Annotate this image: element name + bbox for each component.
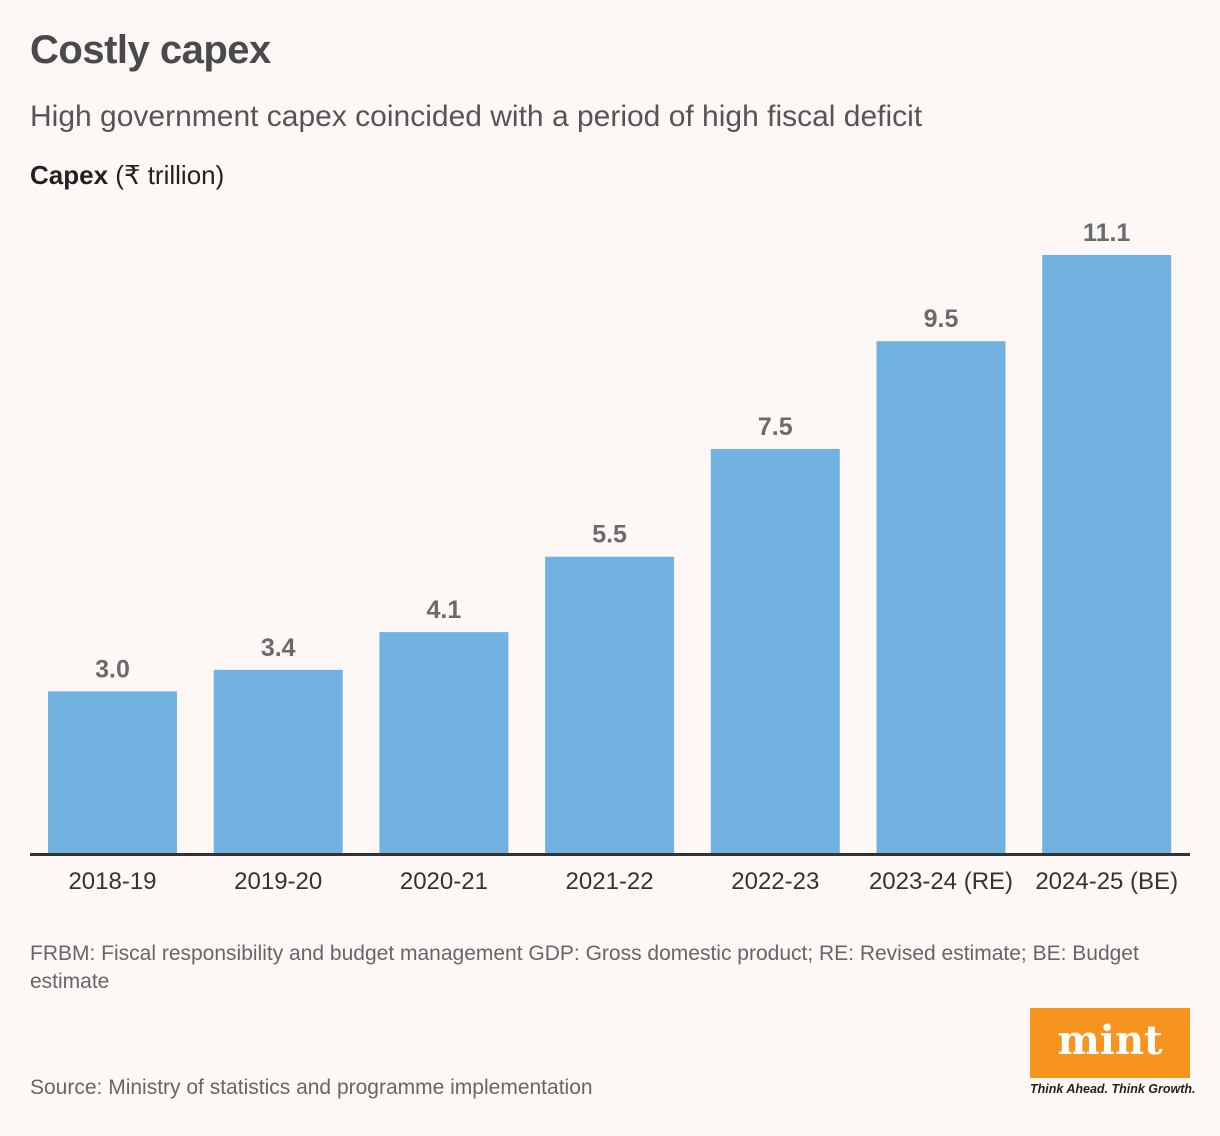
y-axis-label: Capex (₹ trillion) (30, 160, 224, 191)
source-note: Source: Ministry of statistics and progr… (30, 1076, 593, 1099)
bar-2023-24 (RE) (876, 341, 1006, 853)
data-label-2023-24 (RE): 9.5 (924, 305, 959, 333)
bar-2019-20 (213, 669, 343, 853)
y-axis-label-bold: Capex (30, 160, 109, 190)
data-label-2019-20: 3.4 (261, 634, 296, 662)
mint-logo-box: mint (1030, 1008, 1190, 1078)
y-axis-label-unit: (₹ trillion) (115, 160, 225, 190)
x-tick-label-2024-25 (BE): 2024-25 (BE) (1035, 868, 1178, 895)
x-tick-label-2018-19: 2018-19 (68, 868, 156, 895)
data-label-2018-19: 3.0 (95, 655, 130, 683)
x-tick-label-2020-21: 2020-21 (400, 868, 488, 895)
bar-2018-19 (48, 691, 177, 853)
data-label-2022-23: 7.5 (758, 413, 793, 441)
mint-logo-tagline: Think Ahead. Think Growth. (1030, 1082, 1196, 1096)
data-label-2021-22: 5.5 (592, 521, 627, 549)
bar-chart: 3.0 2018-19 3.4 2019-20 4.1 2020-21 5.5 2021-22… (30, 219, 1190, 895)
bar-2021-22 (545, 556, 675, 853)
bar-2022-23 (710, 448, 840, 853)
data-label-2024-25 (BE): 11.1 (1083, 219, 1130, 247)
x-tick-label-2022-23: 2022-23 (731, 868, 819, 895)
x-tick-label-2021-22: 2021-22 (566, 868, 654, 895)
chart-title: Costly capex (30, 28, 271, 72)
bar-2020-21 (379, 632, 509, 853)
footnote: FRBM: Fiscal responsibility and budget m… (30, 942, 1139, 993)
bar-2024-25 (BE) (1042, 255, 1172, 853)
x-tick-label-2023-24 (RE): 2023-24 (RE) (869, 868, 1013, 895)
data-label-2020-21: 4.1 (427, 596, 462, 624)
mint-logo: mint Think Ahead. Think Growth. (1030, 1008, 1196, 1096)
chart-subtitle: High government capex coincided with a p… (30, 100, 923, 133)
x-tick-label-2019-20: 2019-20 (234, 868, 322, 895)
